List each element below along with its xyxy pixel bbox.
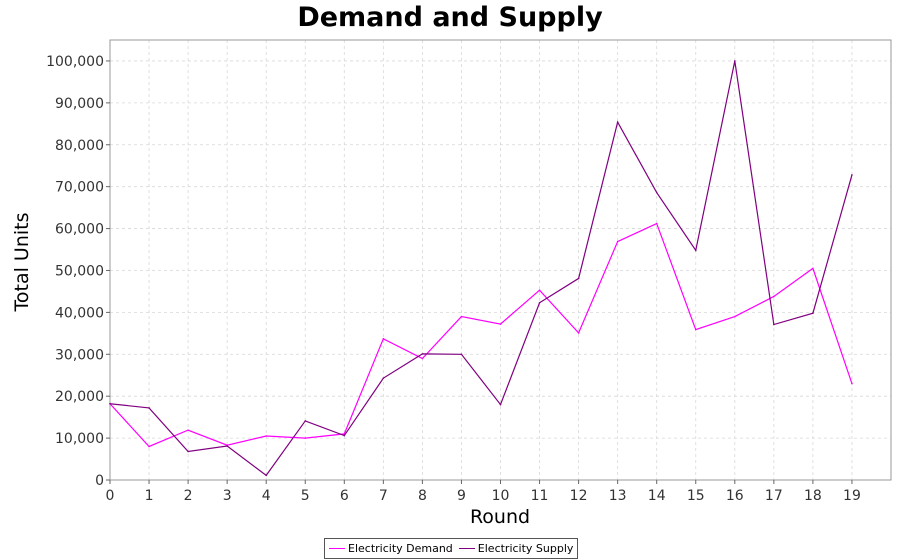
x-tick-label: 4 [262, 488, 271, 504]
x-tick-label: 19 [843, 488, 861, 504]
y-tick-label: 70,000 [55, 180, 104, 196]
y-tick-label: 100,000 [46, 54, 104, 70]
data-point [616, 240, 619, 243]
data-point [851, 382, 853, 385]
data-point [773, 323, 775, 326]
data-point [734, 60, 736, 62]
series-line-demand [109, 222, 853, 448]
y-tick-label: 20,000 [55, 389, 104, 405]
y-tick-label: 40,000 [55, 305, 104, 321]
series-line-supply [109, 60, 853, 477]
data-point [187, 429, 189, 431]
y-tick-label: 30,000 [55, 347, 104, 363]
data-point [577, 332, 580, 334]
data-point [304, 437, 307, 439]
legend-label: Electricity Supply [477, 542, 574, 555]
legend: Electricity Demand Electricity Supply [324, 538, 579, 559]
data-point [499, 323, 502, 325]
data-point [148, 407, 150, 409]
y-tick-label: 60,000 [55, 222, 104, 238]
y-tick-label: 50,000 [55, 263, 104, 279]
data-point [734, 315, 736, 318]
data-point [812, 312, 814, 315]
data-point [382, 377, 385, 379]
data-point [265, 435, 268, 437]
x-tick-label: 16 [726, 488, 744, 504]
data-point [812, 267, 814, 270]
legend-item: Electricity Demand [329, 542, 453, 555]
x-tick-label: 9 [457, 488, 466, 504]
x-axis-label: Round [469, 506, 531, 528]
data-point [694, 249, 697, 252]
legend-swatch [329, 548, 345, 549]
x-tick-label: 11 [531, 488, 549, 504]
x-tick-label: 12 [570, 488, 588, 504]
data-point [577, 277, 580, 280]
x-tick-label: 2 [184, 488, 193, 504]
x-tick-label: 15 [687, 488, 705, 504]
data-point [773, 295, 775, 298]
data-point [694, 328, 697, 331]
x-tick-label: 13 [609, 488, 627, 504]
data-point [421, 353, 424, 355]
y-tick-label: 80,000 [55, 138, 104, 154]
data-point [460, 315, 463, 318]
data-point [421, 357, 424, 360]
x-tick-label: 6 [340, 488, 349, 504]
legend-item: Electricity Supply [458, 542, 574, 555]
data-point [538, 289, 541, 291]
y-tick-label: 0 [95, 473, 104, 489]
x-tick-label: 8 [418, 488, 427, 504]
x-tick-label: 5 [301, 488, 310, 504]
x-tick-label: 1 [145, 488, 154, 504]
y-tick-label: 10,000 [55, 431, 104, 447]
data-point [460, 353, 463, 356]
x-tick-label: 17 [765, 488, 783, 504]
data-point [538, 301, 541, 304]
y-tick-label: 90,000 [55, 96, 104, 112]
data-point [304, 420, 307, 422]
data-point [343, 434, 346, 437]
data-point [655, 222, 658, 225]
y-axis-label: Total Units [11, 212, 33, 312]
x-tick-label: 7 [379, 488, 388, 504]
legend-swatch [458, 548, 475, 549]
x-tick-label: 0 [106, 488, 115, 504]
legend-label: Electricity Demand [348, 542, 453, 555]
x-tick-label: 18 [804, 488, 822, 504]
data-point [187, 450, 189, 453]
data-point [499, 403, 502, 406]
chart-title: Demand and Supply [297, 2, 603, 33]
data-point [382, 337, 385, 340]
x-tick-label: 10 [492, 488, 510, 504]
data-point [265, 474, 268, 477]
data-point [655, 191, 658, 194]
x-tick-label: 14 [648, 488, 666, 504]
data-point [109, 402, 111, 405]
data-point [226, 445, 228, 447]
data-point [148, 445, 150, 448]
x-tick-label: 3 [223, 488, 232, 504]
data-point [616, 121, 619, 123]
data-point [851, 174, 853, 176]
